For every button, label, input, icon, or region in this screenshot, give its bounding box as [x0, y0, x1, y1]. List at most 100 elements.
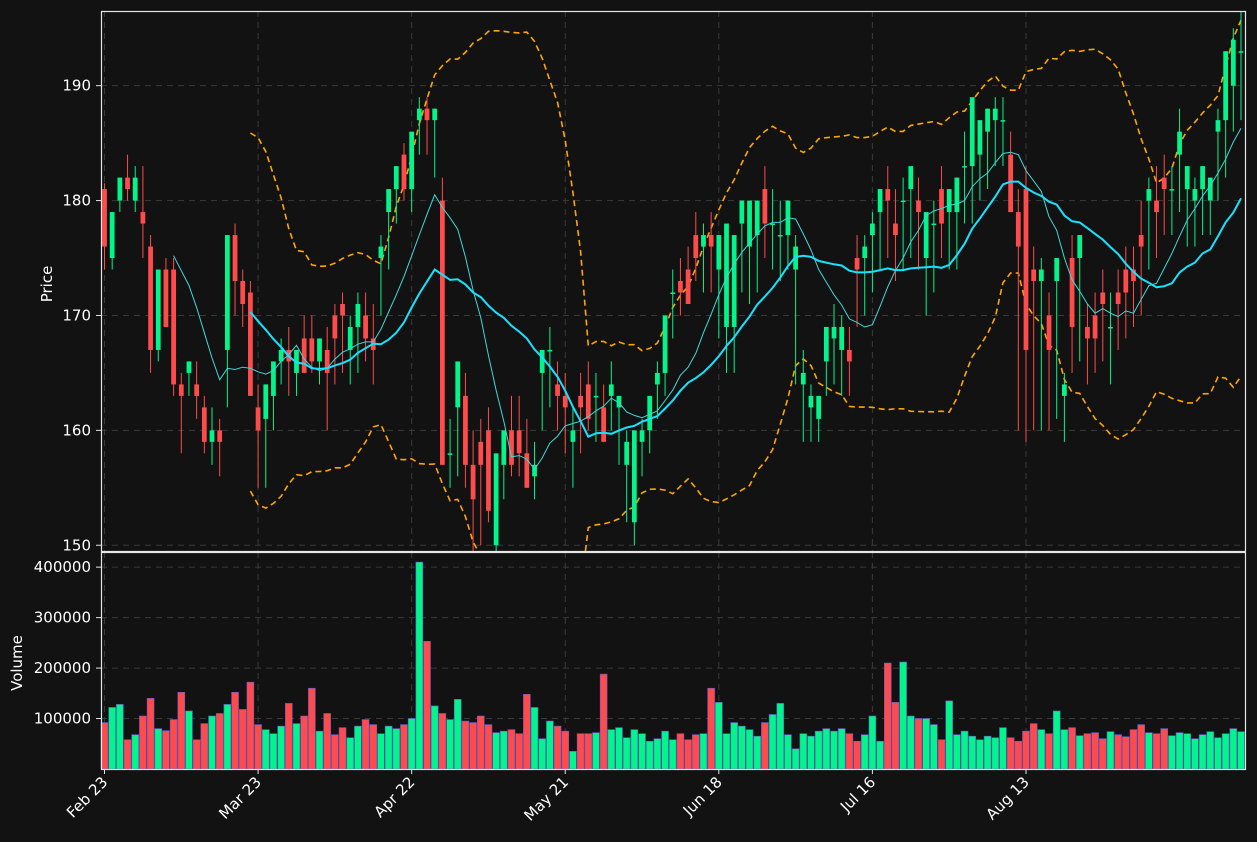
volume-bar	[914, 718, 923, 770]
volume-bar	[860, 734, 869, 770]
candle-body	[255, 407, 261, 431]
volume-bar	[676, 733, 685, 770]
candle-body	[1108, 326, 1113, 329]
candle-body	[708, 235, 714, 247]
candle-body	[946, 189, 952, 213]
volume-bar	[484, 724, 493, 770]
candle-body	[317, 338, 322, 362]
candle-body	[724, 223, 729, 327]
volume-bar	[561, 730, 569, 770]
volume-bar	[830, 730, 838, 770]
candle-body	[655, 372, 660, 385]
volume-bar	[1221, 733, 1230, 770]
volume-bar	[231, 691, 239, 770]
candle-body	[770, 223, 775, 226]
candle-body	[470, 464, 476, 500]
ma-slow-line	[249, 180, 1242, 439]
candle-body	[601, 407, 607, 442]
candle-body	[363, 315, 368, 339]
volume-bar	[1122, 736, 1130, 770]
candle-body	[808, 395, 814, 408]
price-tick-label: 160	[62, 421, 91, 439]
candle-body	[424, 108, 430, 121]
candle-body	[539, 349, 545, 373]
volume-bar	[960, 730, 969, 770]
candle-body	[862, 246, 868, 259]
volume-bar	[945, 700, 953, 770]
candle-body	[347, 326, 353, 350]
volume-bar	[745, 729, 754, 770]
volume-bar	[1168, 735, 1176, 770]
volume-bar	[761, 722, 769, 770]
volume-bar	[162, 730, 170, 770]
candle-body	[209, 430, 215, 442]
volume-bar	[108, 707, 116, 770]
volume-bar	[884, 662, 892, 770]
volume-bar	[1106, 731, 1115, 770]
candle-body	[1015, 212, 1021, 247]
volume-panel-frame	[100, 551, 1247, 771]
candle-body	[969, 97, 975, 167]
candle-body	[1085, 326, 1090, 339]
candle-body	[992, 108, 998, 121]
volume-bar	[215, 713, 224, 770]
candle-body	[823, 326, 829, 362]
volume-bar	[185, 710, 193, 770]
volume-bar	[308, 687, 316, 770]
volume-bar	[1037, 729, 1046, 770]
volume-bar	[768, 714, 777, 770]
volume-tick-label: 200000	[34, 659, 91, 677]
volume-bar	[331, 734, 339, 770]
volume-bar	[346, 737, 354, 770]
candle-body	[224, 235, 230, 350]
candle-body	[839, 326, 845, 350]
volume-bar	[599, 673, 608, 770]
candle-body	[463, 395, 468, 465]
candle-body	[870, 223, 875, 236]
volume-bar	[1052, 710, 1061, 770]
volume-bar	[223, 704, 232, 770]
candle-body	[140, 212, 146, 224]
volume-bar	[738, 725, 746, 770]
candle-body	[248, 292, 253, 396]
volume-bar	[692, 734, 700, 770]
candle-body	[1054, 258, 1060, 281]
volume-bar	[968, 735, 976, 770]
candle-body	[1169, 189, 1175, 191]
candle-body	[194, 384, 200, 396]
candle-body	[524, 453, 530, 488]
volume-bar	[891, 702, 900, 770]
volume-bar	[753, 735, 761, 770]
volume-bar	[492, 732, 500, 770]
candle-body	[639, 430, 645, 442]
volume-bar	[116, 704, 124, 770]
volume-bar	[1198, 734, 1207, 770]
volume-bar	[1152, 733, 1161, 770]
volume-bar	[999, 727, 1007, 770]
volume-bar	[1237, 731, 1245, 770]
candle-body	[916, 200, 921, 213]
candle-body	[1161, 177, 1167, 190]
volume-bar	[799, 733, 808, 770]
volume-tick-label: 100000	[34, 710, 91, 728]
candle-body	[562, 395, 568, 408]
candle-body	[1062, 384, 1067, 396]
volume-bar	[377, 733, 385, 770]
candle-body	[816, 395, 822, 419]
volume-bar	[845, 733, 854, 770]
candle-body	[478, 441, 484, 465]
volume-bar	[569, 751, 577, 770]
volume-bar	[177, 691, 186, 770]
candle-body	[340, 303, 345, 316]
volume-bar	[369, 724, 378, 770]
volume-bar	[791, 748, 800, 770]
price-panel-frame	[100, 10, 1247, 553]
candle-body	[532, 464, 537, 477]
candle-body	[1092, 315, 1098, 339]
volume-bar	[323, 713, 331, 770]
candle-body	[1000, 120, 1006, 122]
volume-bar	[722, 733, 731, 770]
volume-bar	[615, 727, 623, 770]
candle-body	[1230, 39, 1236, 86]
